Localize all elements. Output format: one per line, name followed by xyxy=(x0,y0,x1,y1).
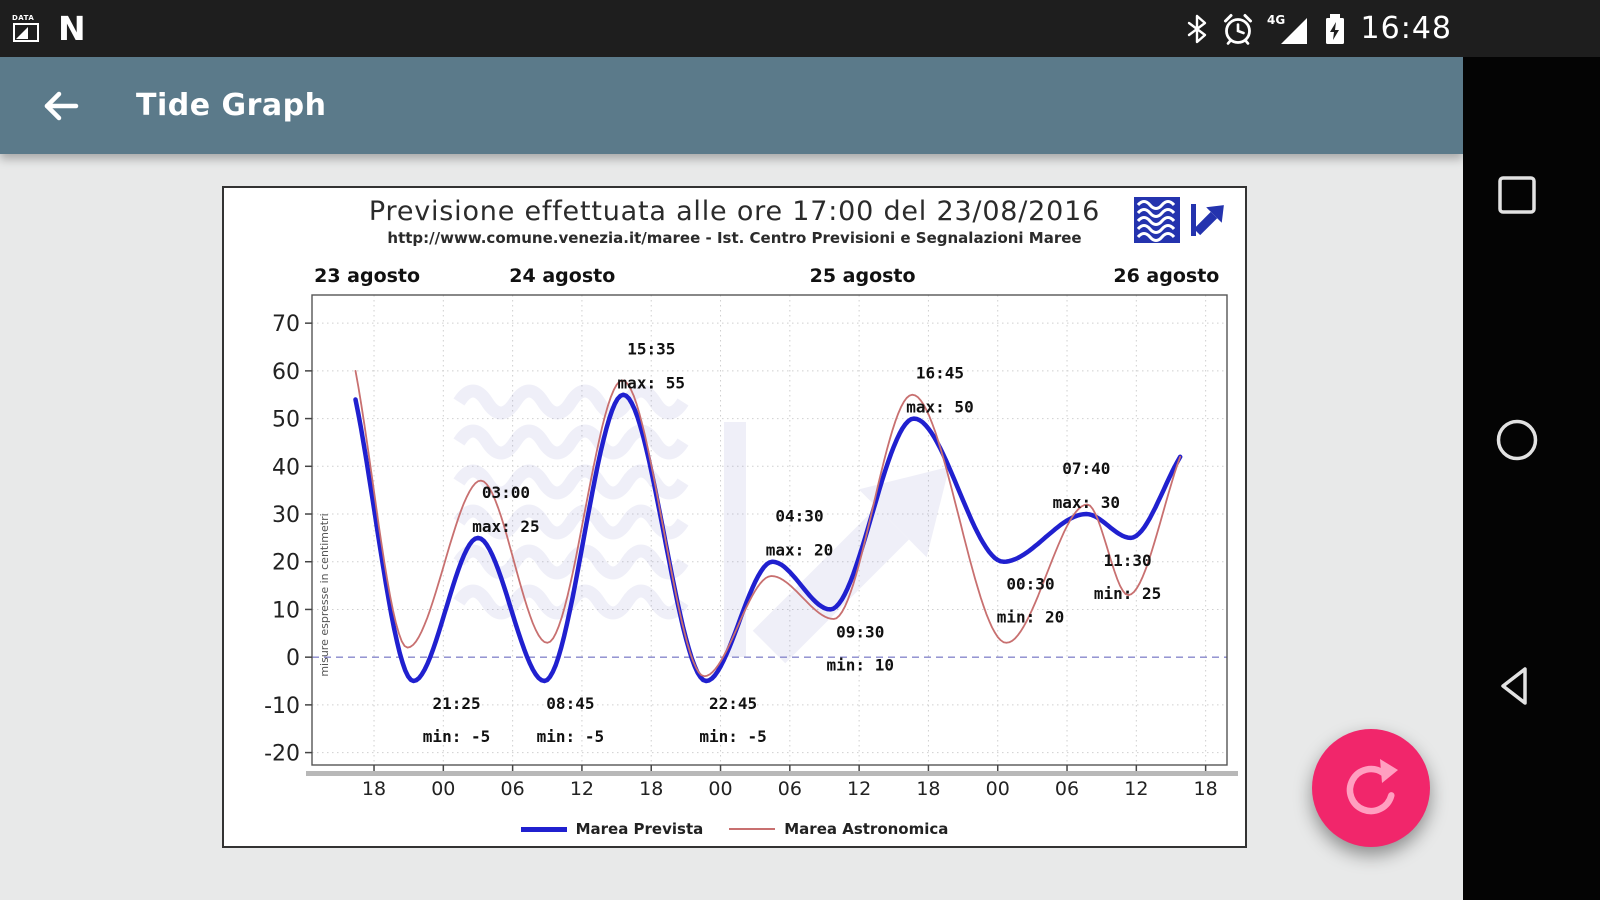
back-button[interactable] xyxy=(38,86,82,126)
svg-text:11:30: 11:30 xyxy=(1103,551,1151,570)
legend-item-astronomica: Marea Astronomica xyxy=(729,820,948,838)
svg-text:06: 06 xyxy=(1055,778,1079,800)
status-bar: DATA N 4G xyxy=(0,0,1600,57)
svg-text:00:30: 00:30 xyxy=(1006,575,1054,594)
svg-text:40: 40 xyxy=(272,455,300,480)
page-title: Tide Graph xyxy=(136,88,327,123)
svg-text:21:25: 21:25 xyxy=(432,694,480,713)
chart-subtitle: http://www.comune.venezia.it/maree - Ist… xyxy=(387,229,1082,247)
status-left-icons: DATA N xyxy=(12,7,86,51)
svg-text:min: -5: min: -5 xyxy=(699,727,766,746)
svg-text:18: 18 xyxy=(1194,778,1218,800)
navigation-bar xyxy=(1463,57,1600,900)
svg-text:12: 12 xyxy=(847,778,871,800)
svg-text:min: 20: min: 20 xyxy=(997,608,1064,627)
svg-text:23 agosto: 23 agosto xyxy=(314,265,420,287)
svg-text:24 agosto: 24 agosto xyxy=(509,265,615,287)
status-right-icons: 4G 16:48 xyxy=(1185,0,1452,57)
svg-text:50: 50 xyxy=(272,408,300,433)
svg-text:70: 70 xyxy=(272,312,300,337)
svg-text:10: 10 xyxy=(272,598,300,623)
svg-text:04:30: 04:30 xyxy=(775,507,823,526)
chart-title: Previsione effettuata alle ore 17:00 del… xyxy=(368,196,1101,227)
svg-text:25 agosto: 25 agosto xyxy=(810,265,916,287)
refresh-icon xyxy=(1346,759,1398,815)
svg-text:09:30: 09:30 xyxy=(836,622,884,641)
svg-text:26 agosto: 26 agosto xyxy=(1113,265,1219,287)
chart-legend: Marea Prevista Marea Astronomica xyxy=(224,820,1245,838)
svg-text:18: 18 xyxy=(362,778,386,800)
svg-text:-20: -20 xyxy=(264,742,300,767)
content-area: Previsione effettuata alle ore 17:00 del… xyxy=(0,154,1463,900)
svg-text:DATA: DATA xyxy=(12,14,34,22)
svg-text:00: 00 xyxy=(708,778,732,800)
svg-text:18: 18 xyxy=(639,778,663,800)
svg-text:03:00: 03:00 xyxy=(482,483,530,502)
svg-text:max: 20: max: 20 xyxy=(766,541,833,560)
alarm-icon xyxy=(1223,13,1252,45)
back-nav-button[interactable] xyxy=(1495,664,1539,708)
prevista-line-swatch xyxy=(520,826,567,832)
home-button[interactable] xyxy=(1495,418,1539,462)
svg-text:-10: -10 xyxy=(264,694,300,719)
svg-text:00: 00 xyxy=(986,778,1010,800)
nfc-icon: N xyxy=(58,9,86,48)
svg-text:00: 00 xyxy=(431,778,455,800)
svg-text:4G: 4G xyxy=(1267,13,1285,27)
svg-text:0: 0 xyxy=(286,646,300,671)
svg-text:misure espresse in centimetri: misure espresse in centimetri xyxy=(318,513,331,676)
legend-item-prevista: Marea Prevista xyxy=(520,820,704,838)
svg-text:06: 06 xyxy=(778,778,802,800)
svg-text:06: 06 xyxy=(501,778,525,800)
astronomica-line-swatch xyxy=(729,828,776,830)
svg-text:22:45: 22:45 xyxy=(709,694,757,713)
recents-button[interactable] xyxy=(1495,173,1539,217)
bluetooth-icon xyxy=(1187,14,1206,43)
battery-charging-icon xyxy=(1325,13,1344,44)
signal-4g-icon: 4G xyxy=(1267,13,1307,44)
svg-text:min: 25: min: 25 xyxy=(1094,584,1161,603)
svg-text:60: 60 xyxy=(272,360,300,385)
svg-text:20: 20 xyxy=(272,551,300,576)
svg-text:18: 18 xyxy=(916,778,940,800)
svg-text:min: -5: min: -5 xyxy=(537,727,604,746)
svg-text:max: 25: max: 25 xyxy=(472,517,539,536)
svg-text:min: 10: min: 10 xyxy=(827,655,894,674)
svg-text:min: -5: min: -5 xyxy=(423,727,490,746)
svg-text:12: 12 xyxy=(1124,778,1148,800)
svg-text:30: 30 xyxy=(272,503,300,528)
tide-chart-card: Previsione effettuata alle ore 17:00 del… xyxy=(222,186,1247,848)
svg-text:08:45: 08:45 xyxy=(546,694,594,713)
svg-text:07:40: 07:40 xyxy=(1062,459,1110,478)
svg-text:max: 30: max: 30 xyxy=(1053,493,1120,512)
legend-label-astronomica: Marea Astronomica xyxy=(784,820,949,838)
tide-plot: 18 00 06 12 18 00 06 12 18 00 06 12 18 70 60 50 40 30 20 10… xyxy=(264,265,1238,800)
maree-waves-logo-icon xyxy=(1134,197,1236,243)
svg-text:12: 12 xyxy=(570,778,594,800)
clock: 16:48 xyxy=(1360,11,1452,46)
svg-text:16:45: 16:45 xyxy=(916,364,964,383)
legend-label-prevista: Marea Prevista xyxy=(575,820,704,838)
svg-text:15:35: 15:35 xyxy=(627,340,675,359)
refresh-fab[interactable] xyxy=(1312,729,1430,847)
app-bar: Tide Graph xyxy=(0,57,1463,154)
data-usage-icon: DATA xyxy=(12,14,39,42)
svg-text:max: 50: max: 50 xyxy=(906,398,973,417)
svg-text:max: 55: max: 55 xyxy=(618,374,685,393)
